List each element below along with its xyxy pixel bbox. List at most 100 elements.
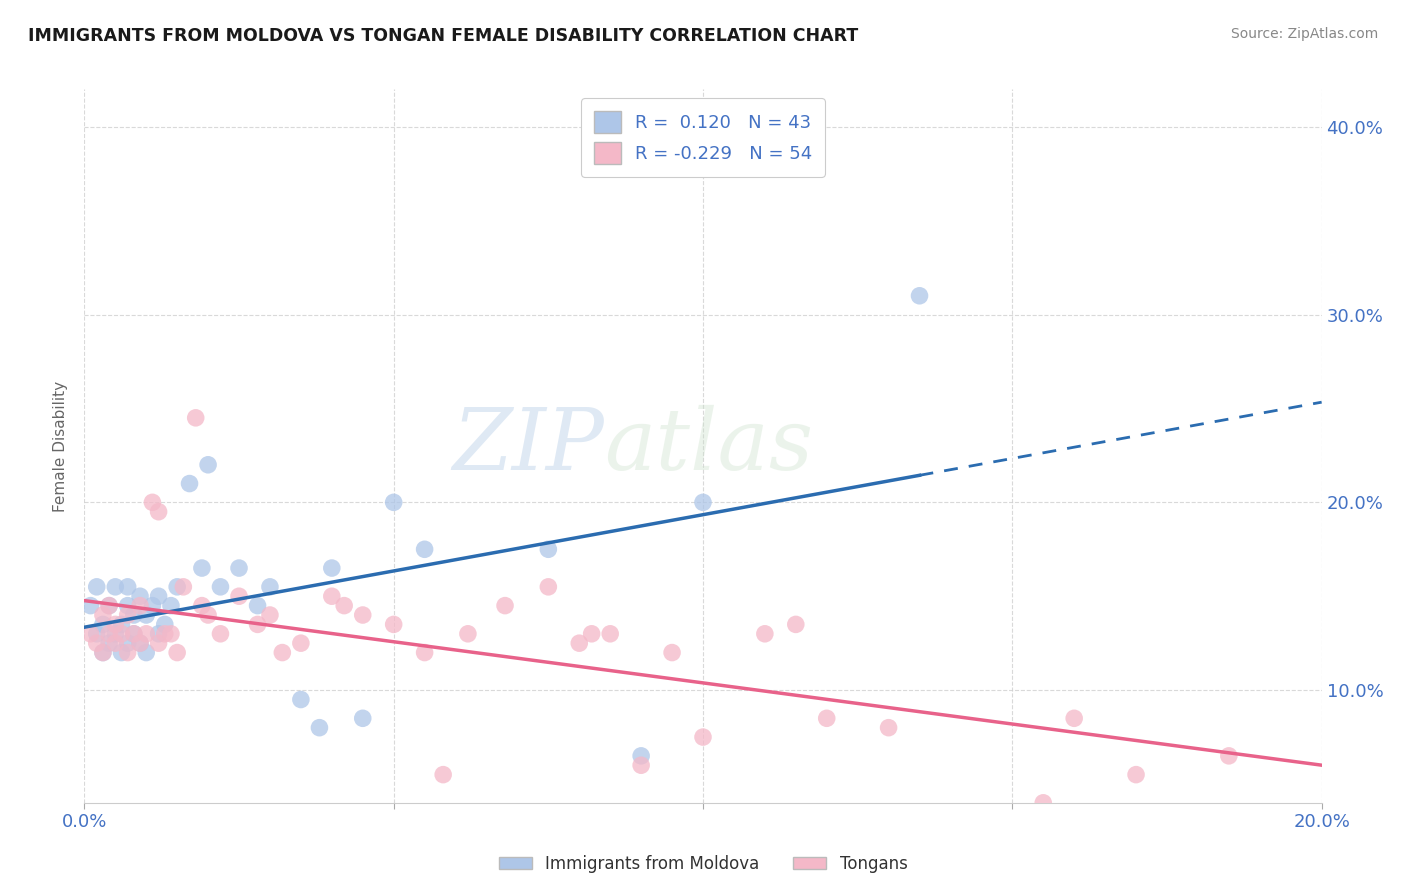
Point <box>581 627 603 641</box>
Point <box>166 580 188 594</box>
Point <box>98 627 121 641</box>
Point <box>117 636 139 650</box>
Point <box>79 599 101 613</box>
Point <box>382 495 405 509</box>
Text: Source: ZipAtlas.com: Source: ZipAtlas.com <box>1230 27 1378 41</box>
Point <box>141 495 163 509</box>
Point <box>191 561 214 575</box>
Point <box>104 580 127 594</box>
Point <box>321 561 343 575</box>
Point <box>135 607 157 622</box>
Point <box>271 646 294 660</box>
Point <box>1125 767 1147 781</box>
Point <box>135 646 157 660</box>
Point <box>129 636 152 650</box>
Legend: R =  0.120   N = 43, R = -0.229   N = 54: R = 0.120 N = 43, R = -0.229 N = 54 <box>581 98 825 177</box>
Point <box>290 692 312 706</box>
Point <box>110 617 132 632</box>
Point <box>290 636 312 650</box>
Point <box>160 627 183 641</box>
Point <box>785 617 807 632</box>
Point <box>79 627 101 641</box>
Point <box>413 646 436 660</box>
Text: atlas: atlas <box>605 405 813 487</box>
Point <box>1218 748 1240 763</box>
Point <box>153 627 176 641</box>
Point <box>122 627 145 641</box>
Point <box>86 627 108 641</box>
Point <box>148 505 170 519</box>
Point <box>877 721 900 735</box>
Point <box>104 627 127 641</box>
Point <box>630 748 652 763</box>
Point <box>537 580 560 594</box>
Point <box>1063 711 1085 725</box>
Point <box>815 711 838 725</box>
Legend: Immigrants from Moldova, Tongans: Immigrants from Moldova, Tongans <box>492 848 914 880</box>
Y-axis label: Female Disability: Female Disability <box>53 380 69 512</box>
Point <box>352 607 374 622</box>
Point <box>197 458 219 472</box>
Point <box>122 607 145 622</box>
Text: IMMIGRANTS FROM MOLDOVA VS TONGAN FEMALE DISABILITY CORRELATION CHART: IMMIGRANTS FROM MOLDOVA VS TONGAN FEMALE… <box>28 27 859 45</box>
Point <box>308 721 330 735</box>
Point <box>692 730 714 744</box>
Point <box>91 646 114 660</box>
Point <box>117 607 139 622</box>
Point <box>197 607 219 622</box>
Point <box>321 589 343 603</box>
Point <box>246 617 269 632</box>
Point <box>382 617 405 632</box>
Point <box>413 542 436 557</box>
Point <box>630 758 652 772</box>
Point <box>110 646 132 660</box>
Point <box>568 636 591 650</box>
Point <box>754 627 776 641</box>
Point <box>153 617 176 632</box>
Point <box>148 589 170 603</box>
Point <box>228 589 250 603</box>
Text: ZIP: ZIP <box>453 405 605 487</box>
Point <box>228 561 250 575</box>
Point <box>91 646 114 660</box>
Point <box>104 636 127 650</box>
Point <box>98 636 121 650</box>
Point <box>86 636 108 650</box>
Point <box>333 599 356 613</box>
Point <box>1032 796 1054 810</box>
Point <box>692 495 714 509</box>
Point <box>457 627 479 641</box>
Point <box>191 599 214 613</box>
Point <box>91 607 114 622</box>
Point <box>129 589 152 603</box>
Point <box>129 636 152 650</box>
Point <box>172 580 194 594</box>
Point <box>148 627 170 641</box>
Point <box>122 627 145 641</box>
Point <box>117 646 139 660</box>
Point <box>209 580 232 594</box>
Point <box>91 617 114 632</box>
Point <box>661 646 683 660</box>
Point <box>352 711 374 725</box>
Point <box>110 627 132 641</box>
Point <box>166 646 188 660</box>
Point <box>246 599 269 613</box>
Point <box>98 599 121 613</box>
Point <box>432 767 454 781</box>
Point <box>599 627 621 641</box>
Point <box>259 607 281 622</box>
Point <box>494 599 516 613</box>
Point <box>148 636 170 650</box>
Point <box>537 542 560 557</box>
Point <box>141 599 163 613</box>
Point <box>129 599 152 613</box>
Point <box>98 599 121 613</box>
Point <box>104 617 127 632</box>
Point <box>86 580 108 594</box>
Point <box>117 580 139 594</box>
Point <box>179 476 201 491</box>
Point <box>135 627 157 641</box>
Point <box>908 289 931 303</box>
Point <box>259 580 281 594</box>
